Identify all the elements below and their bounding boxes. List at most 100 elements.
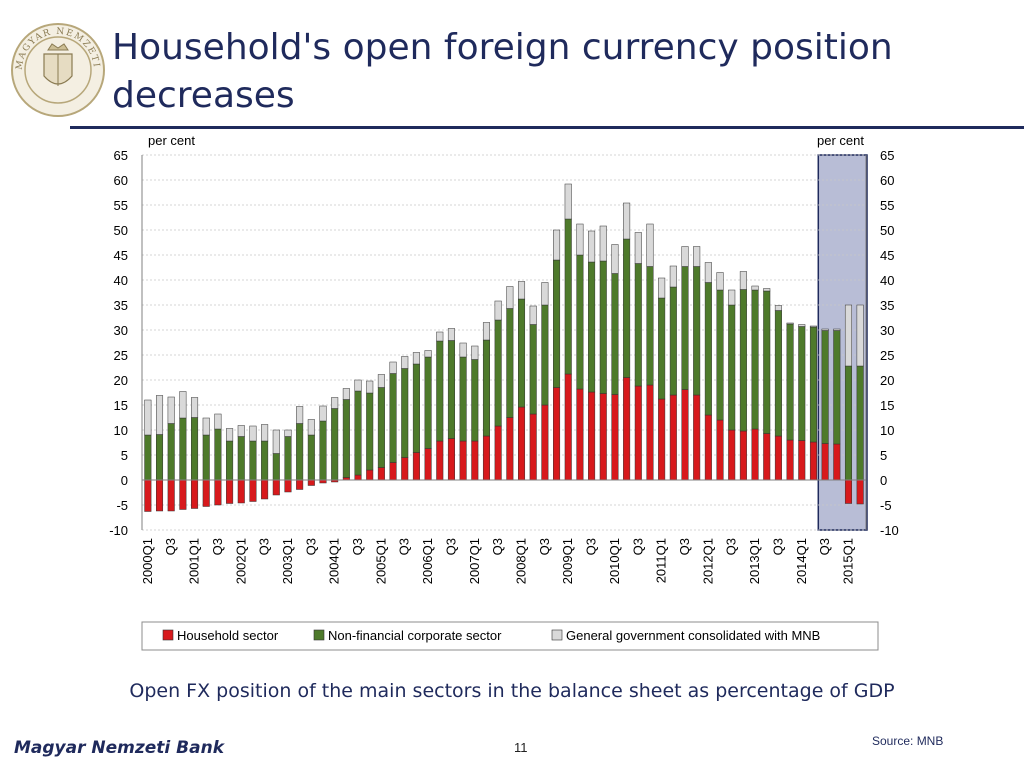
bar-segment xyxy=(798,324,806,327)
footer-bank-name: Magyar Nemzeti Bank xyxy=(14,738,225,758)
bar-segment xyxy=(249,479,257,502)
bar-segment xyxy=(576,254,584,390)
bar-segment xyxy=(588,261,596,393)
bar-segment xyxy=(658,398,666,481)
legend-frame xyxy=(141,621,879,651)
bar-segment xyxy=(588,391,596,481)
y-tick-right: 0 xyxy=(880,473,887,488)
y-tick-left: 40 xyxy=(114,273,128,288)
bar-segment xyxy=(179,479,187,510)
y-tick-left: -10 xyxy=(109,523,128,538)
bar-segment xyxy=(634,232,642,264)
y-tick-right: 10 xyxy=(880,423,894,438)
bar-segment xyxy=(202,434,210,481)
bar-segment xyxy=(739,289,747,432)
y-tick-right: 35 xyxy=(880,298,894,313)
bar-segment xyxy=(833,330,841,445)
y-tick-left: 25 xyxy=(114,348,128,363)
y-tick-left: -5 xyxy=(116,498,128,513)
bar-segment xyxy=(798,326,806,441)
bar-segment xyxy=(144,399,152,436)
bar-segment xyxy=(576,388,584,481)
x-tick-label: Q3 xyxy=(303,538,318,555)
bar-segment xyxy=(377,387,385,468)
y-tick-right: 55 xyxy=(880,198,894,213)
bar-segment xyxy=(401,368,409,458)
bar-segment xyxy=(459,356,467,442)
bar-segment xyxy=(401,457,409,481)
bar-segment xyxy=(226,440,234,481)
x-tick-label: Q3 xyxy=(490,538,505,555)
bar-segment xyxy=(214,479,222,506)
x-tick-label: 2000Q1 xyxy=(140,538,155,584)
x-tick-label: Q3 xyxy=(537,538,552,555)
bar-segment xyxy=(471,359,479,442)
bar-segment xyxy=(611,273,619,395)
bar-segment xyxy=(494,425,502,481)
bar-segment xyxy=(529,305,537,325)
bar-segment xyxy=(774,435,782,481)
x-tick-label: Q3 xyxy=(584,538,599,555)
bar-segment xyxy=(436,331,444,342)
bar-segment xyxy=(459,342,467,358)
bar-segment xyxy=(471,345,479,360)
bar-segment xyxy=(517,298,526,408)
bar-segment xyxy=(354,379,362,392)
y-tick-right: 30 xyxy=(880,323,894,338)
bar-segment xyxy=(798,440,806,481)
bar-segment xyxy=(821,330,829,444)
bar-segment xyxy=(167,479,175,512)
chart-legend: Household sector Non-financial corporate … xyxy=(141,621,879,651)
bar-segment xyxy=(599,225,607,262)
bar-segment xyxy=(833,328,841,331)
x-tick-label: Q3 xyxy=(770,538,785,555)
bar-segment xyxy=(249,440,257,481)
y-tick-left: 55 xyxy=(114,198,128,213)
title-divider xyxy=(70,126,1024,129)
y-tick-left: 30 xyxy=(114,323,128,338)
bar-segment xyxy=(786,323,794,441)
bar-segment xyxy=(774,310,782,437)
bar-segment xyxy=(249,425,257,442)
bar-segment xyxy=(669,394,677,481)
bar-segment xyxy=(646,223,654,267)
x-tick-label: 2004Q1 xyxy=(327,538,342,584)
bar-segment xyxy=(155,479,164,512)
bar-segment xyxy=(366,380,374,394)
legend-swatch xyxy=(162,629,174,641)
bar-segment xyxy=(588,230,596,263)
bar-segment xyxy=(389,373,397,463)
bar-segment xyxy=(436,340,444,442)
x-tick-label: 2001Q1 xyxy=(187,538,202,584)
bar-segment xyxy=(342,388,350,400)
bar-segment xyxy=(296,406,304,424)
bar-segment xyxy=(155,395,164,435)
x-tick-label: 2009Q1 xyxy=(560,538,575,584)
bar-segment xyxy=(681,246,689,267)
bar-segment xyxy=(541,404,549,481)
y-tick-left: 20 xyxy=(114,373,128,388)
bar-segment xyxy=(412,363,420,453)
bar-segment xyxy=(564,218,572,375)
bar-segment xyxy=(681,389,689,481)
bar-segment xyxy=(751,289,759,430)
mnb-seal-logo: MAGYAR NEMZETI BANK xyxy=(8,20,105,117)
bar-segment xyxy=(623,202,631,240)
bar-segment xyxy=(494,300,502,321)
bar-segment xyxy=(284,479,292,493)
bar-segment xyxy=(658,277,666,299)
bar-segment xyxy=(553,387,561,481)
bar-segment xyxy=(739,430,747,481)
bar-segment xyxy=(272,429,280,454)
bar-segment xyxy=(377,467,385,481)
bar-segment xyxy=(366,469,374,481)
x-tick-label: Q3 xyxy=(443,538,458,555)
bar-segment xyxy=(144,479,152,512)
x-tick-label: 2015Q1 xyxy=(840,538,855,584)
bar-segment xyxy=(447,438,455,481)
bar-segment xyxy=(202,417,210,436)
y-tick-left: 50 xyxy=(114,223,128,238)
bar-segment xyxy=(774,305,782,311)
bar-segment xyxy=(296,423,304,481)
bar-segment xyxy=(553,259,561,388)
